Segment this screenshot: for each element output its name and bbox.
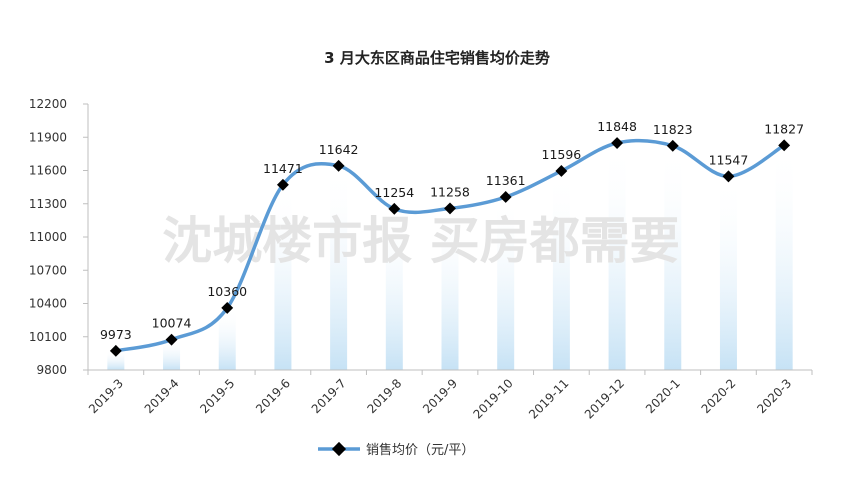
data-point-marker (666, 139, 679, 152)
data-label: 11596 (542, 147, 582, 162)
column-bar (552, 170, 570, 370)
data-label: 10360 (207, 284, 247, 299)
column-bar (218, 307, 236, 370)
column-bar (608, 143, 626, 370)
y-tick-label: 12200 (29, 97, 67, 111)
column-bar (163, 339, 181, 370)
legend: 销售均价（元/平） (318, 441, 474, 458)
y-tick-label: 11300 (29, 197, 67, 211)
legend-marker (331, 441, 347, 457)
x-tick-label: 2019-12 (582, 376, 627, 421)
x-tick-label: 2019-3 (86, 376, 126, 416)
x-tick-label: 2019-7 (309, 376, 349, 416)
y-axis-ticks: 9800 10100 10400 10700 11000 11300 11600 11900 1… (29, 97, 88, 377)
data-label: 11823 (653, 122, 693, 137)
decorative-columns (107, 143, 793, 370)
y-tick-label: 11900 (29, 130, 67, 144)
column-bar (107, 350, 125, 370)
x-tick-label: 2020-1 (643, 376, 683, 416)
data-label: 11471 (263, 161, 303, 176)
column-bar (274, 184, 292, 370)
y-tick-label: 10400 (29, 297, 67, 311)
y-tick-label: 11000 (29, 230, 67, 244)
data-point-marker (722, 170, 735, 183)
data-markers (109, 137, 791, 357)
y-tick-label: 9800 (36, 363, 67, 377)
x-tick-label: 2019-8 (364, 376, 404, 416)
y-tick-label: 10700 (29, 263, 67, 277)
data-label: 11642 (319, 142, 359, 157)
watermark: 沈城楼市报 买房都需要 (162, 212, 679, 270)
x-tick-label: 2019-11 (526, 376, 571, 421)
y-tick-label: 11600 (29, 164, 67, 178)
x-tick-label: 2019-6 (253, 376, 293, 416)
data-label: 11258 (430, 184, 470, 199)
chart-title: 3 月大东区商品住宅销售均价走势 (324, 49, 550, 67)
data-label: 11547 (709, 152, 749, 167)
x-tick-label: 2019-5 (197, 376, 237, 416)
data-label: 9973 (100, 327, 132, 342)
x-tick-label: 2019-10 (470, 376, 515, 421)
legend-label: 销售均价（元/平） (366, 442, 474, 458)
x-tick-label: 2020-2 (699, 376, 739, 416)
data-label: 11848 (597, 119, 637, 134)
column-bar (441, 208, 459, 370)
x-tick-label: 2020-3 (754, 376, 794, 416)
x-axis-ticks: 2019-3 2019-4 2019-5 2019-6 2019-7 2019-8 2019… (86, 370, 813, 422)
column-bar (330, 165, 348, 370)
data-labels: 9973 10074 10360 11471 11642 11254 11258 11361 1… (100, 119, 804, 342)
data-label: 11361 (486, 173, 526, 188)
column-bar (497, 196, 515, 370)
column-bar (385, 208, 403, 370)
data-label: 11254 (374, 185, 414, 200)
data-point-marker (109, 344, 122, 357)
data-label: 10074 (152, 316, 192, 331)
data-point-marker (778, 139, 791, 152)
data-label: 11827 (764, 121, 804, 136)
data-point-marker (555, 165, 568, 177)
column-bar (664, 145, 682, 370)
y-tick-label: 10100 (29, 330, 67, 344)
column-bar (719, 176, 737, 370)
column-bar (775, 145, 793, 370)
x-tick-label: 2019-9 (420, 376, 460, 416)
x-tick-label: 2019-4 (142, 376, 182, 416)
